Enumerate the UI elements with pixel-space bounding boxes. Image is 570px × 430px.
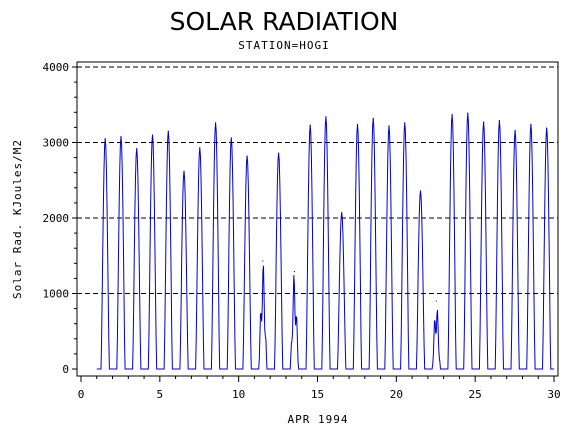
data-point-day-25 — [483, 121, 485, 123]
data-point-day-15 — [325, 116, 327, 118]
data-point-day-9 — [230, 137, 232, 139]
data-point-day-26 — [498, 120, 500, 122]
axes-layer: 0 1000 2000 3000 4000 0 5 10 15 20 25 30 — [43, 61, 561, 401]
chart-title: SOLAR RADIATION — [170, 7, 399, 36]
data-point-day-8 — [214, 122, 217, 124]
x-tick-label: 15 — [311, 388, 324, 401]
x-tick-label: 10 — [232, 388, 245, 401]
data-layer — [96, 112, 554, 370]
x-tick-label: 30 — [547, 388, 560, 401]
data-point-day-16 — [341, 212, 343, 214]
data-point-day-28 — [530, 123, 532, 125]
data-point-day-7 — [199, 147, 201, 149]
y-tick-label: 4000 — [43, 61, 70, 74]
data-point-day-2 — [120, 135, 122, 138]
chart-subtitle: STATION=HOGI — [238, 39, 329, 52]
data-point-day-11 — [262, 260, 264, 262]
x-axis-label: APR 1994 — [288, 413, 349, 426]
y-axis-label: Solar Rad. KJoules/M2 — [11, 139, 24, 299]
data-point-day-1 — [104, 138, 106, 140]
y-tick-label: 1000 — [43, 288, 70, 301]
data-point-day-10 — [246, 155, 248, 157]
data-point-day-6 — [183, 170, 185, 172]
data-point-day-20 — [404, 122, 406, 124]
data-point-day-4 — [151, 134, 154, 136]
data-point-day-12 — [278, 152, 280, 154]
data-point-day-22 — [435, 300, 437, 302]
grid-lines — [77, 66, 558, 294]
x-tick-label: 20 — [390, 388, 403, 401]
series-line — [96, 113, 554, 370]
data-point-day-3 — [136, 147, 138, 150]
data-point-day-5 — [167, 130, 169, 132]
data-point-day-18 — [372, 117, 374, 119]
data-point-day-21 — [419, 190, 422, 192]
data-point-day-19 — [388, 125, 390, 127]
data-point-day-14 — [309, 124, 311, 126]
data-point-day-27 — [514, 129, 516, 132]
y-tick-label: 2000 — [43, 212, 70, 225]
x-tick-label: 25 — [469, 388, 482, 401]
data-point-day-24 — [467, 112, 469, 114]
x-tick-label: 0 — [78, 388, 85, 401]
data-point-day-29 — [546, 127, 548, 129]
y-tick-label: 0 — [62, 363, 69, 376]
data-point-day-13 — [293, 271, 296, 273]
x-tick-label: 5 — [157, 388, 164, 401]
data-point-day-23 — [451, 113, 453, 116]
data-point-day-17 — [356, 123, 359, 125]
y-tick-label: 3000 — [43, 137, 70, 150]
